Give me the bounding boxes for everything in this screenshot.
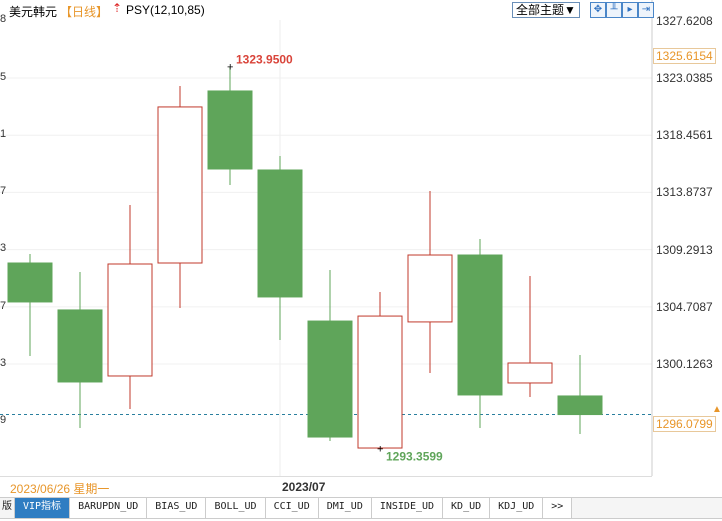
tab-barupdn-ud[interactable]: BARUPDN_UD (70, 498, 148, 518)
exit-icon[interactable]: ⇥ (638, 2, 654, 18)
min-marker-icon: + (377, 444, 383, 456)
y-tick-label: 1323.0385 (656, 71, 713, 85)
theme-dropdown[interactable]: 全部主题▼ (512, 2, 580, 18)
candle-body (257, 169, 303, 298)
chart-mode-icon[interactable]: ╨ (606, 2, 622, 18)
high-marker-label: 1325.6154 (653, 48, 716, 64)
min-price-label: 1293.3599 (386, 450, 443, 464)
candle[interactable] (7, 254, 53, 357)
left-axis-fragment: 5 (0, 71, 7, 83)
candle[interactable] (307, 269, 353, 442)
tab-bias-ud[interactable]: BIAS_UD (147, 498, 207, 518)
y-tick-label: 1304.7087 (656, 299, 713, 314)
max-price-label: 1323.9500 (236, 53, 293, 67)
candle-body (7, 262, 53, 303)
left-axis-fragment: 3 (0, 357, 7, 369)
period-label[interactable]: 【日线】 (60, 5, 109, 19)
tab-dmi-ud[interactable]: DMI_UD (318, 498, 372, 518)
candle[interactable] (407, 190, 453, 373)
candle-body (107, 263, 153, 377)
candle[interactable] (207, 66, 253, 185)
candle[interactable] (57, 271, 103, 429)
tab-boll-ud[interactable]: BOLL_UD (206, 498, 266, 518)
current-price-label: 1296.0799 (653, 416, 716, 432)
arrow-up-icon: ⇡ (112, 1, 123, 15)
candle-body (307, 320, 353, 438)
candle[interactable] (457, 239, 503, 429)
tab-kdj-ud[interactable]: KDJ_UD (490, 498, 544, 518)
indicator-label[interactable]: PSY(12,10,85) (126, 3, 205, 17)
y-tick-label: 1318.4561 (656, 128, 713, 143)
candle-body (557, 395, 603, 416)
candle-body (157, 106, 203, 264)
tab-fragment[interactable]: 版 (0, 498, 15, 518)
tab-kd-ud[interactable]: KD_UD (443, 498, 491, 518)
left-axis-fragment: 9 (0, 414, 7, 426)
y-tick-top: 1327.6208 (656, 14, 713, 28)
play-icon[interactable]: ▸ (622, 2, 638, 18)
tab--[interactable]: >> (543, 498, 573, 518)
candle[interactable] (257, 156, 303, 341)
candle[interactable] (557, 355, 603, 435)
y-tick-label: 1313.8737 (656, 185, 713, 200)
date-bar (0, 476, 652, 497)
candle-body (357, 315, 403, 449)
candle-body (57, 309, 103, 383)
candle-body (407, 254, 453, 323)
candlestick-chart[interactable]: 1323.9500 1293.3599 + + (0, 0, 722, 476)
max-marker-icon: + (227, 62, 233, 74)
month-label: 2023/07 (282, 480, 326, 494)
indicator-tabs: 版 VIP指标 BARUPDN_UD BIAS_UD BOLL_UD CCI_UD DMI… (0, 497, 722, 519)
candle-body (207, 90, 253, 170)
candle[interactable] (107, 204, 153, 409)
candle[interactable] (507, 275, 553, 397)
candle-body (507, 362, 553, 384)
instrument-title: 美元韩元 (9, 5, 58, 19)
cursor-date: 2023/06/26 星期一 (10, 482, 110, 496)
tab-vip-[interactable]: VIP指标 (15, 498, 71, 518)
left-axis-fragment: 3 (0, 242, 7, 254)
y-tick-label: 1309.2913 (656, 242, 713, 257)
zoom-fit-icon[interactable]: ✥ (590, 2, 606, 18)
left-axis-fragment: 7 (0, 185, 7, 197)
candle-body (457, 254, 503, 396)
tab-inside-ud[interactable]: INSIDE_UD (371, 498, 444, 518)
tab-cci-ud[interactable]: CCI_UD (265, 498, 319, 518)
candle[interactable] (157, 85, 203, 308)
left-axis-fragment: 8 (0, 13, 7, 25)
candle[interactable] (357, 291, 403, 449)
arrow-up-icon: ▲ (712, 404, 722, 415)
left-axis-fragment: 7 (0, 300, 7, 312)
left-axis-fragment: 1 (0, 128, 7, 140)
y-tick-label: 1300.1263 (656, 357, 713, 372)
